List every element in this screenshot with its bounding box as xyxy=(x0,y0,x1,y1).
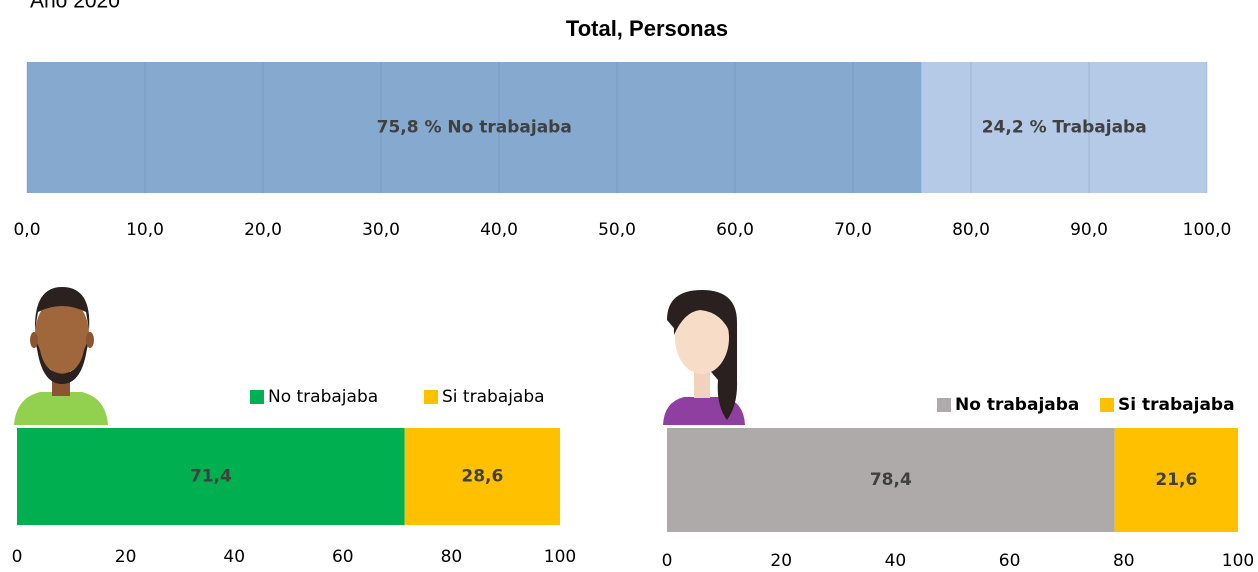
x-tick-label: 90,0 xyxy=(1070,220,1108,240)
year-label: Año 2020 xyxy=(30,0,120,13)
woman-icon xyxy=(663,290,745,425)
x-tick-label: 70,0 xyxy=(834,220,872,240)
legend-label: No trabajaba xyxy=(268,387,378,407)
value-label: 71,4 xyxy=(190,467,232,487)
x-tick-label: 100 xyxy=(1222,551,1254,571)
x-tick-label: 20 xyxy=(770,551,792,571)
legend-swatch xyxy=(250,390,264,404)
value-label: 28,6 xyxy=(461,467,503,487)
x-tick-label: 20 xyxy=(115,547,137,567)
x-tick-label: 0,0 xyxy=(13,220,40,240)
legend-label: Si trabajaba xyxy=(442,387,545,407)
x-tick-label: 60 xyxy=(999,551,1021,571)
x-tick-label: 80,0 xyxy=(952,220,990,240)
man-icon xyxy=(14,287,108,425)
x-tick-label: 20,0 xyxy=(244,220,282,240)
chart-title: Total, Personas xyxy=(566,16,728,41)
x-tick-label: 40,0 xyxy=(480,220,518,240)
legend-swatch xyxy=(1100,398,1114,412)
value-label: 21,6 xyxy=(1155,470,1197,490)
x-tick-label: 40 xyxy=(223,547,245,567)
x-tick-label: 50,0 xyxy=(598,220,636,240)
x-tick-label: 100,0 xyxy=(1183,220,1232,240)
page: Año 2020 Total, Personas 75,8 % No trabaj… xyxy=(0,0,1258,572)
x-tick-label: 80 xyxy=(441,547,463,567)
x-tick-label: 60 xyxy=(332,547,354,567)
value-label: 75,8 % No trabajaba xyxy=(377,118,572,138)
x-tick-label: 10,0 xyxy=(126,220,164,240)
x-tick-label: 40 xyxy=(885,551,907,571)
x-tick-label: 60,0 xyxy=(716,220,754,240)
value-label: 24,2 % Trabajaba xyxy=(982,118,1147,138)
legend-swatch xyxy=(937,398,951,412)
legend-swatch xyxy=(424,390,438,404)
x-tick-label: 0 xyxy=(662,551,673,571)
x-tick-label: 80 xyxy=(1113,551,1135,571)
legend-label: No trabajaba xyxy=(955,395,1079,415)
x-tick-label: 30,0 xyxy=(362,220,400,240)
x-tick-label: 100 xyxy=(544,547,576,567)
legend-label: Si trabajaba xyxy=(1118,395,1235,415)
x-tick-label: 0 xyxy=(12,547,23,567)
value-label: 78,4 xyxy=(870,470,912,490)
